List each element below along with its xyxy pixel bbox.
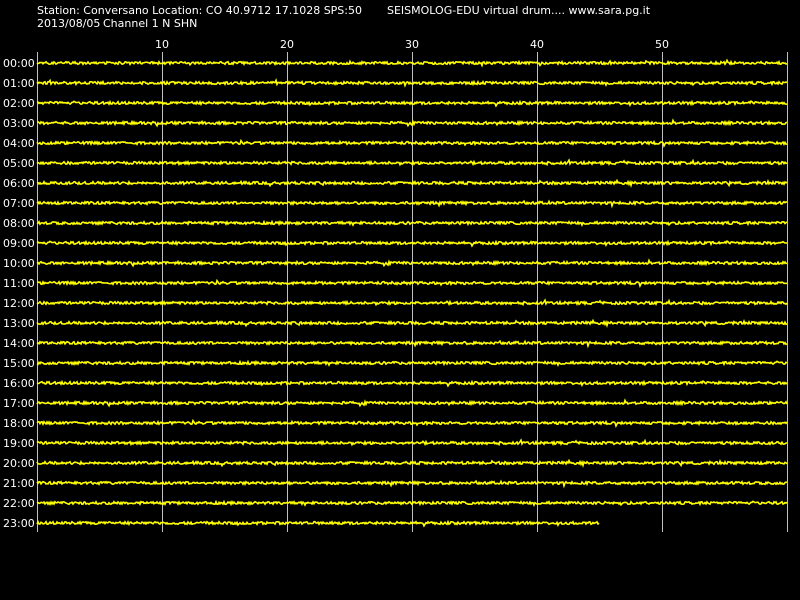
seismic-trace — [36, 58, 788, 68]
row-hour-label: 07:00 — [3, 197, 35, 210]
x-tick-label: 50 — [655, 38, 669, 51]
seismic-trace — [36, 438, 788, 447]
seismic-trace — [36, 118, 788, 128]
seismic-trace — [36, 418, 788, 428]
seismic-trace — [36, 339, 788, 349]
row-hour-label: 13:00 — [3, 317, 35, 330]
seismic-trace — [36, 379, 788, 388]
x-tick-label: 10 — [155, 38, 169, 51]
seismic-trace — [36, 219, 788, 228]
row-hour-label: 15:00 — [3, 357, 35, 370]
date-label: 2013/08/05 — [37, 17, 101, 30]
seismic-trace — [36, 398, 788, 408]
seismic-trace — [36, 199, 788, 209]
brand-label: SEISMOLOG-EDU virtual drum.... www.sara.… — [387, 4, 651, 17]
row-hour-label: 18:00 — [3, 417, 35, 430]
row-hour-label: 22:00 — [3, 497, 35, 510]
seismic-trace — [36, 278, 788, 288]
row-hour-label: 10:00 — [3, 257, 35, 270]
seismic-trace — [36, 318, 788, 329]
x-tick-label: 20 — [280, 38, 294, 51]
seismic-trace — [36, 519, 600, 528]
seismic-trace — [36, 258, 788, 268]
seismic-trace — [36, 138, 788, 148]
row-hour-label: 08:00 — [3, 217, 35, 230]
seismic-trace — [36, 239, 788, 248]
row-hour-label: 11:00 — [3, 277, 35, 290]
row-hour-label: 19:00 — [3, 437, 35, 450]
row-hour-label: 03:00 — [3, 117, 35, 130]
station-info-label: Station: Conversano Location: CO 40.9712… — [37, 4, 362, 17]
seismic-trace — [36, 359, 788, 368]
seismic-trace — [36, 78, 788, 88]
row-hour-label: 23:00 — [3, 517, 35, 530]
seismic-trace — [36, 499, 788, 508]
row-hour-label: 01:00 — [3, 77, 35, 90]
row-hour-label: 06:00 — [3, 177, 35, 190]
row-hour-label: 02:00 — [3, 97, 35, 110]
seismic-trace — [36, 479, 788, 489]
x-tick-label: 40 — [530, 38, 544, 51]
row-hour-label: 09:00 — [3, 237, 35, 250]
row-hour-label: 21:00 — [3, 477, 35, 490]
seismic-trace — [36, 158, 788, 167]
seismic-trace — [36, 178, 788, 189]
row-hour-label: 17:00 — [3, 397, 35, 410]
row-hour-label: 04:00 — [3, 137, 35, 150]
row-hour-label: 00:00 — [3, 57, 35, 70]
row-hour-label: 20:00 — [3, 457, 35, 470]
row-hour-label: 14:00 — [3, 337, 35, 350]
row-hour-label: 12:00 — [3, 297, 35, 310]
seismic-trace — [36, 458, 788, 469]
seismic-trace — [36, 99, 788, 108]
x-tick-label: 30 — [405, 38, 419, 51]
row-hour-label: 05:00 — [3, 157, 35, 170]
channel-label: Channel 1 N SHN — [103, 17, 198, 30]
row-hour-label: 16:00 — [3, 377, 35, 390]
seismic-trace — [36, 298, 788, 307]
